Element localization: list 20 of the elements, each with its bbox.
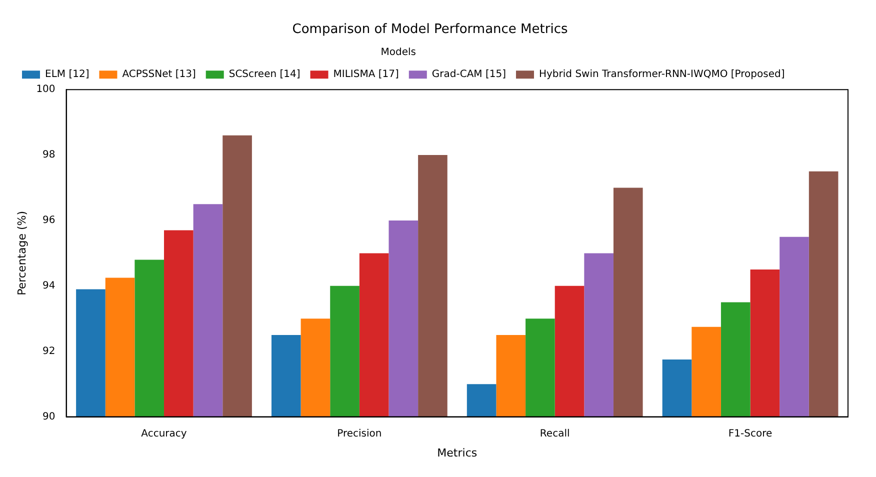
legend-label: ELM [12] <box>45 69 90 80</box>
legend-title: Models <box>380 47 416 58</box>
y-axis-title: Percentage (%) <box>15 210 28 296</box>
legend-label: ACPSSNet [13] <box>122 69 196 80</box>
x-tick-label: F1-Score <box>728 428 772 440</box>
legend-label: SCScreen [14] <box>228 69 300 80</box>
y-tick-label: 100 <box>36 84 56 96</box>
legend-label: MILISMA [17] <box>333 69 399 80</box>
y-tick-label: 94 <box>42 280 56 292</box>
legend-label: Hybrid Swin Transformer-RNN-IWQMO [Proposed] <box>538 69 785 80</box>
chart-title: Comparison of Model Performance Metrics <box>292 22 568 38</box>
y-tick-label: 92 <box>42 346 56 357</box>
y-tick-label: 96 <box>42 215 56 226</box>
x-tick-label: Recall <box>540 428 570 440</box>
x-tick-label: Accuracy <box>141 428 187 440</box>
y-tick-label: 90 <box>42 411 56 422</box>
x-tick-label: Precision <box>337 428 382 440</box>
legend-label: Grad-CAM [15] <box>432 69 506 80</box>
x-axis-title: Metrics <box>437 446 478 460</box>
y-tick-label: 98 <box>42 150 56 161</box>
